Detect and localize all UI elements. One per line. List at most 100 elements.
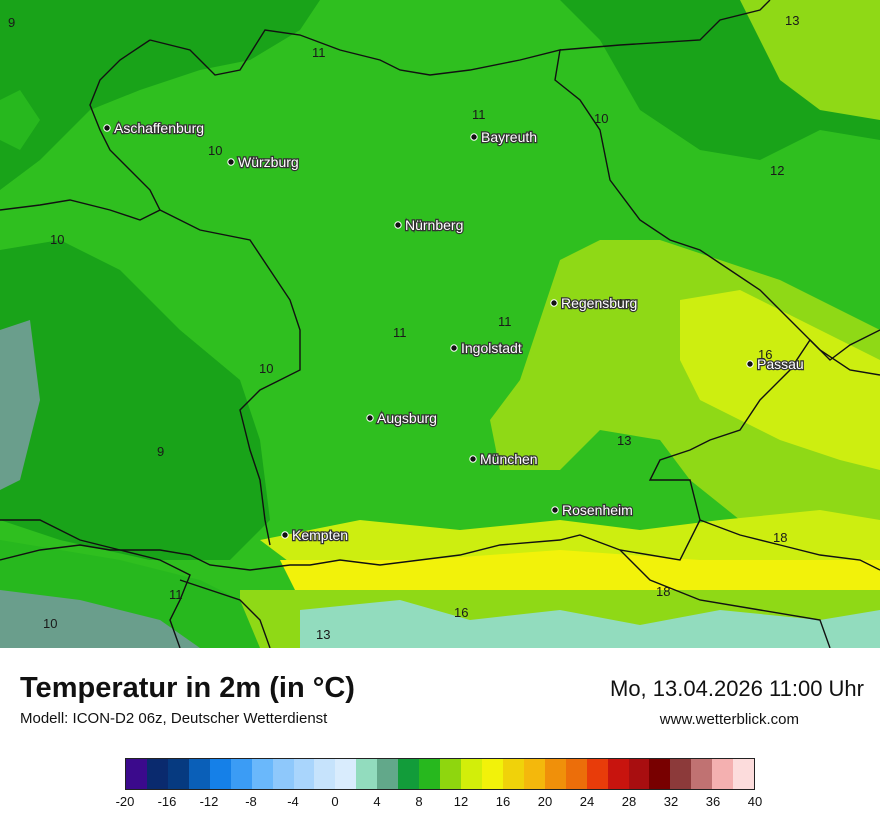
city-marker: München: [469, 450, 539, 468]
isotherm-label: 13: [785, 13, 799, 28]
color-scale-segment: [649, 759, 671, 789]
color-scale-segment: [314, 759, 336, 789]
isotherm-label: 12: [770, 163, 784, 178]
isotherm-label: 9: [8, 15, 15, 30]
city-dot: [551, 506, 559, 514]
color-scale-segment: [502, 759, 524, 789]
city-dot: [394, 221, 402, 229]
city-label: Regensburg: [561, 295, 637, 311]
city-label: Aschaffenburg: [114, 120, 204, 136]
color-scale-segment: [126, 759, 147, 789]
isotherm-label: 11: [472, 107, 486, 122]
color-scale-segment: [356, 759, 378, 789]
color-scale-segment: [523, 759, 545, 789]
color-scale-segment: [691, 759, 713, 789]
color-scale-segment: [565, 759, 587, 789]
city-marker: Passau: [746, 355, 805, 373]
website-link[interactable]: www.wetterblick.com: [659, 711, 799, 728]
color-scale-tick: -20: [115, 794, 135, 809]
color-scale-segment: [712, 759, 734, 789]
color-scale-tick: 32: [663, 794, 679, 809]
city-dot: [281, 531, 289, 539]
isotherm-label: 18: [656, 584, 670, 599]
color-scale-tick: 0: [331, 794, 339, 809]
isotherm-label: 13: [316, 627, 330, 642]
color-scale-segment: [167, 759, 189, 789]
isotherm-label: 9: [157, 444, 164, 459]
isotherm-label: 11: [312, 45, 326, 60]
color-scale-segment: [188, 759, 210, 789]
city-marker: Regensburg: [550, 294, 638, 312]
isotherm-label: 11: [169, 587, 183, 602]
color-scale-segment: [209, 759, 231, 789]
city-label: Augsburg: [377, 410, 437, 426]
color-scale-bar: [125, 758, 755, 790]
city-marker: Würzburg: [227, 153, 300, 171]
city-label: Passau: [757, 356, 804, 372]
city-marker: Ingolstadt: [450, 339, 523, 357]
color-scale-tick: -4: [287, 794, 299, 809]
city-dot: [469, 455, 477, 463]
color-scale-segment: [146, 759, 168, 789]
color-scale-segment: [230, 759, 252, 789]
color-scale-tick: 24: [579, 794, 595, 809]
isotherm-label: 16: [454, 605, 468, 620]
isotherm-label: 10: [594, 111, 608, 126]
city-dot: [550, 299, 558, 307]
color-scale-segment: [419, 759, 441, 789]
borders: [0, 0, 880, 648]
color-scale-tick: 8: [415, 794, 423, 809]
model-info: Modell: ICON-D2 06z, Deutscher Wetterdie…: [20, 710, 328, 727]
city-dot: [227, 158, 235, 166]
isotherm-labels: 9 11 13 11 10 10 12 10 11 11 15 16 10 9 13 18 11 18 16 10 13: [8, 13, 799, 642]
city-marker: Bayreuth: [470, 128, 538, 146]
map-title: Temperatur in 2m (in °C): [20, 672, 355, 704]
city-dot: [450, 344, 458, 352]
color-scale-tick: 20: [537, 794, 553, 809]
city-label: München: [480, 451, 538, 467]
color-scale-tick: -8: [245, 794, 257, 809]
temperature-field: [0, 0, 880, 648]
color-scale-tick: 12: [453, 794, 469, 809]
city-dot: [470, 133, 478, 141]
isotherm-label: 10: [259, 361, 273, 376]
isotherm-label: 11: [498, 314, 512, 329]
city-marker: Augsburg: [366, 409, 438, 427]
color-scale-segment: [272, 759, 294, 789]
color-scale-segment: [670, 759, 692, 789]
city-marker: Rosenheim: [551, 501, 634, 519]
color-scale-segment: [293, 759, 315, 789]
color-scale-segment: [461, 759, 482, 789]
isotherm-label: 13: [617, 433, 631, 448]
color-scale-segment: [398, 759, 420, 789]
color-scale-segment: [251, 759, 273, 789]
city-label: Bayreuth: [481, 129, 537, 145]
color-scale-tick: -12: [199, 794, 219, 809]
color-scale-segment: [481, 759, 503, 789]
isotherm-label: 15: [617, 296, 631, 311]
color-scale-tick: 36: [705, 794, 721, 809]
city-label: Rosenheim: [562, 502, 633, 518]
city-dot: [366, 414, 374, 422]
city-label: Kempten: [292, 527, 348, 543]
color-scale-tick: 4: [373, 794, 381, 809]
color-scale-segment: [607, 759, 629, 789]
color-scale-segment: [628, 759, 650, 789]
color-scale-segment: [586, 759, 608, 789]
forecast-datetime: Mo, 13.04.2026 11:00 Uhr: [610, 676, 864, 701]
color-scale-segment: [335, 759, 357, 789]
city-marker: Aschaffenburg: [103, 119, 205, 137]
city-dot: [103, 124, 111, 132]
footer: Temperatur in 2m (in °C) Modell: ICON-D2…: [0, 648, 880, 830]
isotherm-label: 10: [50, 232, 64, 247]
temperature-map: 9 11 13 11 10 10 12 10 11 11 15 16 10 9 13 18 11 18 16 10 13…: [0, 0, 880, 648]
color-scale-tick: 16: [495, 794, 511, 809]
isotherm-label: 18: [773, 530, 787, 545]
isotherm-label: 11: [393, 325, 407, 340]
isotherm-label: 10: [43, 616, 57, 631]
city-dot: [746, 360, 754, 368]
city-label: Würzburg: [238, 154, 299, 170]
color-scale-segment: [440, 759, 461, 789]
city-label: Nürnberg: [405, 217, 463, 233]
isotherm-label: 16: [758, 347, 772, 362]
